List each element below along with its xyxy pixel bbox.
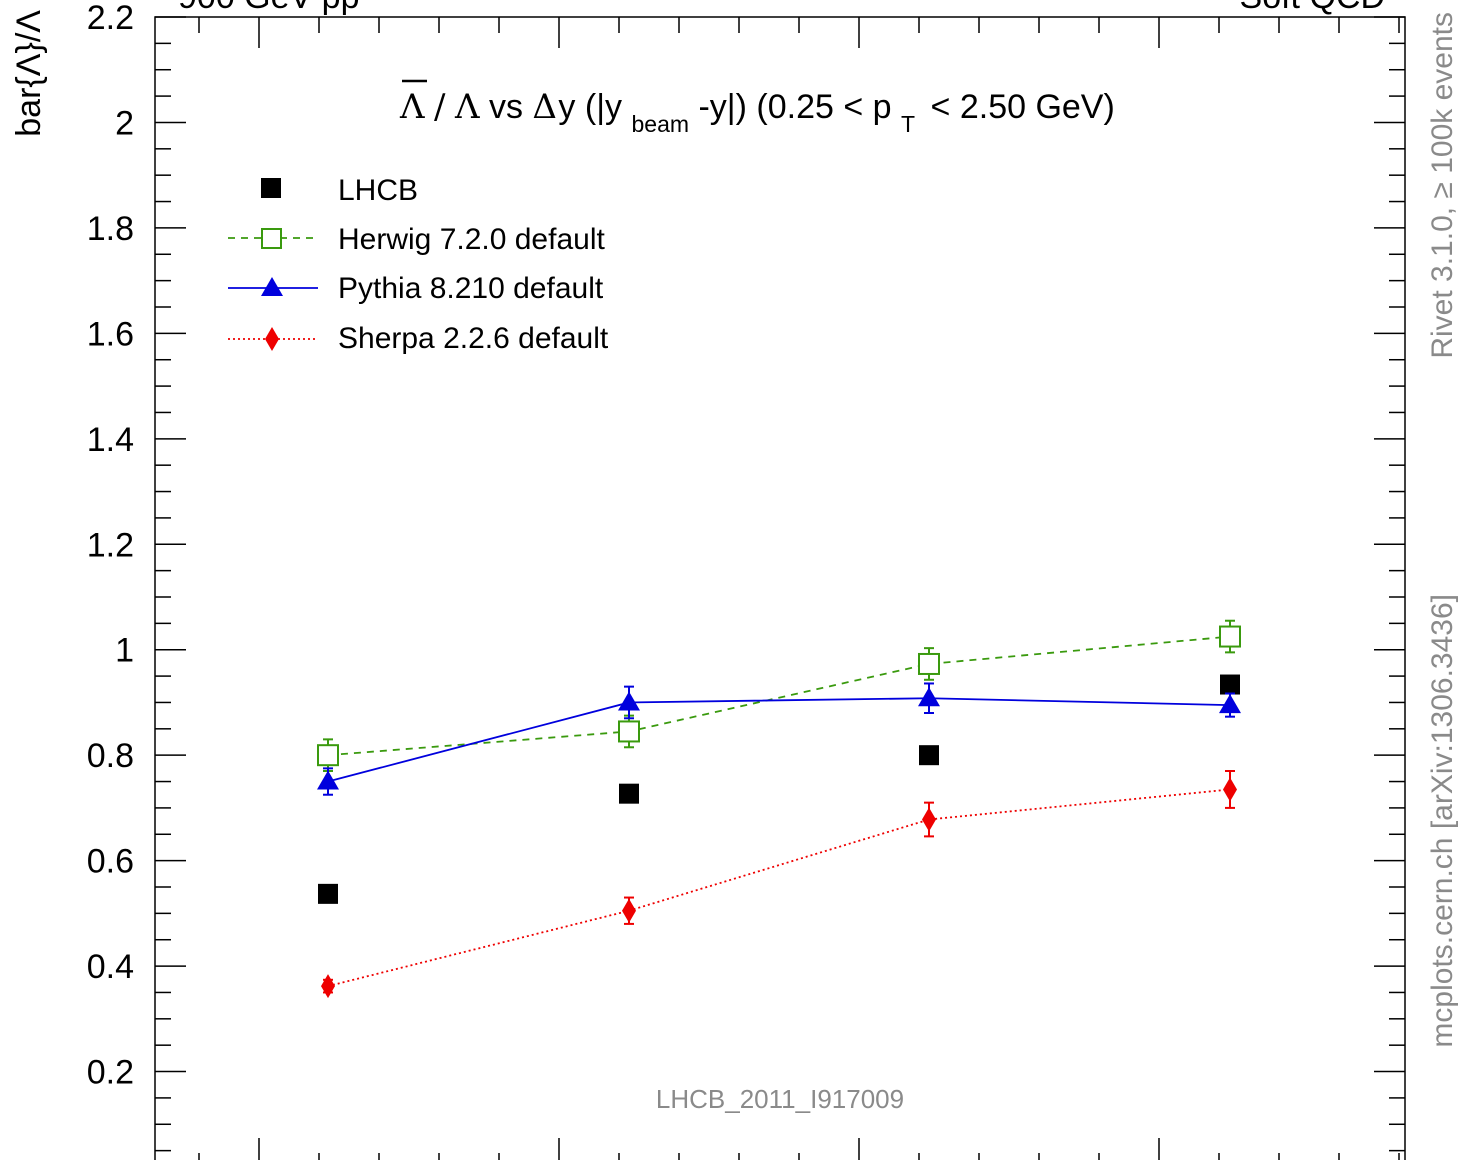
legend: LHCB Herwig 7.2.0 default Pythia 8.210 d…: [228, 174, 609, 355]
y-tick-label: 1: [115, 632, 134, 670]
series-line: [327, 697, 1231, 783]
y-tick-label: 0.2: [87, 1054, 134, 1092]
data-point: [918, 652, 940, 675]
legend-marker-pythia: [261, 277, 283, 296]
title-tail: < 2.50 GeV): [931, 88, 1115, 126]
y-tick-label: 0.4: [87, 948, 134, 986]
series-2: [317, 682, 1241, 796]
data-point: [618, 691, 640, 711]
series-0: [318, 674, 1240, 904]
svg-text:Λ / Λ vs: Λ / Λ vs Δ y (|y beam -y|) (0.25 < p T <…: [399, 87, 1115, 140]
legend-item-pythia: Pythia 8.210 default: [228, 272, 604, 305]
header-left-label: 900 GeV pp: [178, 0, 359, 16]
legend-item-herwig: Herwig 7.2.0 default: [228, 223, 605, 256]
series-line: [327, 788, 1231, 988]
series-layer: [317, 619, 1241, 999]
data-point: [317, 770, 339, 790]
legend-label-herwig: Herwig 7.2.0 default: [338, 223, 605, 256]
y-tick-label: 1.4: [87, 421, 134, 459]
series-1: [317, 619, 1241, 772]
y-tick-label: 1.6: [87, 315, 134, 353]
y-tick-label: 2.2: [87, 0, 134, 37]
mcplots-label: mcplots.cern.ch [arXiv:1306.3436]: [1426, 594, 1459, 1048]
title-y-close: -y|) (0.25 < p: [698, 88, 891, 126]
data-point: [1220, 674, 1240, 695]
data-point: [317, 744, 339, 767]
rivet-label: Rivet 3.1.0, ≥ 100k events: [1426, 12, 1459, 359]
header-right-label: Soft QCD: [1240, 0, 1385, 16]
title-y-part: y (|y: [558, 88, 622, 126]
title-lambda: Λ: [454, 87, 480, 127]
title-beam-subscript: beam: [631, 111, 689, 137]
data-point: [922, 807, 936, 832]
title-lambda-bar: Λ: [399, 87, 425, 127]
legend-label-lhcb: LHCB: [338, 174, 418, 207]
legend-item-sherpa: Sherpa 2.2.6 default: [228, 322, 609, 355]
y-axis-label: bar{Λ}/Λ: [10, 10, 48, 137]
data-point: [318, 883, 338, 904]
y-tick-label: 1.8: [87, 210, 134, 248]
y-tick-label: 2: [115, 104, 134, 142]
data-point: [321, 974, 335, 999]
series-3: [321, 770, 1237, 999]
x-axis: [198, 17, 1400, 1160]
title-slash: /: [434, 87, 446, 127]
analysis-id: LHCB_2011_I917009: [656, 1084, 904, 1114]
data-point: [619, 783, 639, 804]
title-delta: Δ: [532, 87, 557, 127]
data-point: [1219, 625, 1241, 648]
legend-marker-sherpa: [265, 327, 279, 351]
legend-marker-herwig: [261, 228, 282, 249]
legend-marker-lhcb: [261, 178, 281, 198]
y-axis: 00.20.40.60.811.21.41.61.822.2: [87, 0, 1405, 1160]
data-point: [1223, 777, 1237, 802]
legend-label-pythia: Pythia 8.210 default: [338, 272, 604, 305]
data-point: [1219, 694, 1241, 714]
data-point: [618, 720, 640, 743]
y-tick-label: 0.8: [87, 737, 134, 775]
data-point: [918, 687, 940, 707]
data-point: [622, 898, 636, 923]
legend-item-lhcb: LHCB: [261, 174, 418, 207]
data-point: [919, 745, 939, 766]
y-tick-label: 0.6: [87, 843, 134, 881]
title-t-subscript: T: [901, 111, 915, 137]
series-line: [327, 635, 1231, 757]
title-vs: vs: [489, 88, 523, 126]
y-tick-label: 1.2: [87, 526, 134, 564]
chart-title: Λ / Λ vs Δ y (|y beam -y|) (0.25 < p T <…: [399, 79, 1115, 140]
legend-label-sherpa: Sherpa 2.2.6 default: [338, 322, 609, 355]
